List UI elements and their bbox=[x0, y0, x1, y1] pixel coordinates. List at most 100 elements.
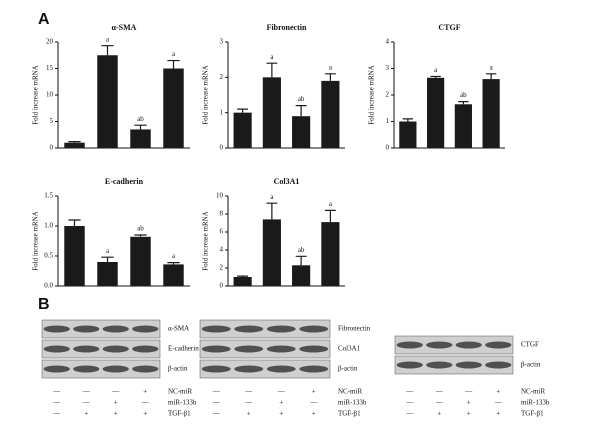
chart-title: Fibronectin bbox=[267, 23, 307, 32]
y-axis-label: Fold increase mRNA bbox=[202, 65, 210, 125]
blot-band bbox=[396, 361, 423, 369]
condition-sign: + bbox=[279, 399, 283, 407]
y-tick-label: 1 bbox=[220, 108, 224, 116]
bar bbox=[233, 277, 252, 286]
blot-band bbox=[299, 325, 329, 333]
condition-sign: — bbox=[82, 399, 91, 407]
y-axis-label: Fold increase mRNA bbox=[32, 211, 40, 271]
condition-name: TGF-β1 bbox=[338, 410, 361, 418]
error-bar bbox=[485, 73, 497, 80]
blot-band bbox=[73, 325, 100, 333]
blot-band bbox=[132, 345, 159, 353]
blot-band bbox=[43, 325, 70, 333]
condition-name: miR-133b bbox=[338, 399, 367, 407]
error-bar bbox=[402, 118, 414, 122]
blot-band bbox=[201, 365, 231, 373]
bar bbox=[64, 226, 85, 286]
blot-strip bbox=[394, 335, 514, 355]
blot-strip bbox=[199, 319, 331, 339]
blot-band bbox=[201, 325, 231, 333]
chart-title: α-SMA bbox=[112, 23, 137, 32]
bar bbox=[482, 79, 500, 148]
significance-label: a bbox=[270, 53, 274, 61]
bar bbox=[262, 219, 281, 286]
bar bbox=[399, 121, 417, 148]
blot-band bbox=[201, 345, 231, 353]
significance-label: a bbox=[106, 35, 110, 43]
condition-sign: — bbox=[52, 410, 61, 418]
blot-band bbox=[102, 325, 129, 333]
blot-strip bbox=[41, 359, 161, 379]
blot-band bbox=[73, 345, 100, 353]
blot-band bbox=[132, 365, 159, 373]
blot-band bbox=[102, 345, 129, 353]
significance-label: a bbox=[490, 63, 494, 71]
blot-band bbox=[132, 325, 159, 333]
blot-band bbox=[455, 361, 482, 369]
error-bar bbox=[295, 255, 307, 266]
condition-sign: — bbox=[494, 399, 503, 407]
condition-sign: — bbox=[435, 388, 444, 396]
bar bbox=[292, 265, 311, 286]
condition-sign: + bbox=[437, 410, 441, 418]
significance-label: a bbox=[329, 63, 333, 71]
significance-label: a bbox=[106, 247, 110, 255]
error-bar bbox=[430, 75, 441, 78]
y-tick-label: 5 bbox=[50, 117, 54, 125]
y-tick-label: 0 bbox=[220, 144, 224, 152]
blot-band bbox=[266, 325, 296, 333]
band-label: Fibronectin bbox=[338, 325, 371, 333]
bar bbox=[321, 222, 340, 286]
condition-sign: — bbox=[52, 399, 61, 407]
blot-band bbox=[234, 345, 264, 353]
error-bar bbox=[266, 202, 278, 220]
y-axis-label: Fold increase mRNA bbox=[32, 65, 40, 125]
blot-strip bbox=[41, 319, 161, 339]
blot-band bbox=[485, 361, 512, 369]
condition-name: NC-miR bbox=[521, 388, 545, 396]
y-tick-label: 0 bbox=[386, 144, 390, 152]
blot-band bbox=[426, 341, 453, 349]
y-tick-label: 0 bbox=[50, 144, 54, 152]
condition-sign: + bbox=[143, 388, 147, 396]
blot-strip bbox=[199, 339, 331, 359]
bar bbox=[427, 77, 445, 148]
bar bbox=[64, 142, 85, 148]
significance-label: ab bbox=[298, 95, 305, 103]
y-tick-label: 2 bbox=[220, 73, 224, 81]
y-tick-label: 1.5 bbox=[44, 192, 53, 200]
condition-sign: — bbox=[405, 399, 414, 407]
error-bar bbox=[134, 234, 147, 237]
bar bbox=[454, 104, 472, 148]
band-label: β-actin bbox=[168, 365, 188, 373]
blot-band bbox=[299, 365, 329, 373]
y-axis-label: Fold increase mRNA bbox=[202, 211, 210, 271]
condition-sign: — bbox=[244, 388, 253, 396]
condition-sign: — bbox=[435, 399, 444, 407]
error-bar bbox=[101, 256, 114, 262]
blot-band bbox=[234, 365, 264, 373]
band-label: β-actin bbox=[521, 361, 541, 369]
y-tick-label: 3 bbox=[220, 38, 224, 46]
y-axis-label: Fold increase mRNA bbox=[368, 65, 376, 125]
y-tick-label: 0.5 bbox=[44, 252, 53, 260]
blot-band bbox=[234, 325, 264, 333]
condition-sign: — bbox=[52, 388, 61, 396]
condition-name: TGF-β1 bbox=[168, 410, 191, 418]
condition-name: NC-miR bbox=[168, 388, 192, 396]
condition-sign: + bbox=[312, 410, 316, 418]
condition-sign: + bbox=[84, 410, 88, 418]
error-bar bbox=[101, 45, 114, 56]
condition-sign: — bbox=[309, 399, 318, 407]
y-tick-label: 20 bbox=[46, 38, 54, 46]
y-tick-label: 10 bbox=[216, 192, 224, 200]
bar bbox=[97, 55, 118, 148]
significance-label: ab bbox=[137, 115, 144, 123]
y-tick-label: 10 bbox=[46, 91, 54, 99]
band-label: α-SMA bbox=[168, 325, 189, 333]
error-bar bbox=[134, 124, 147, 130]
error-bar bbox=[324, 209, 336, 223]
condition-sign: + bbox=[279, 410, 283, 418]
panel-label: B bbox=[38, 296, 50, 313]
